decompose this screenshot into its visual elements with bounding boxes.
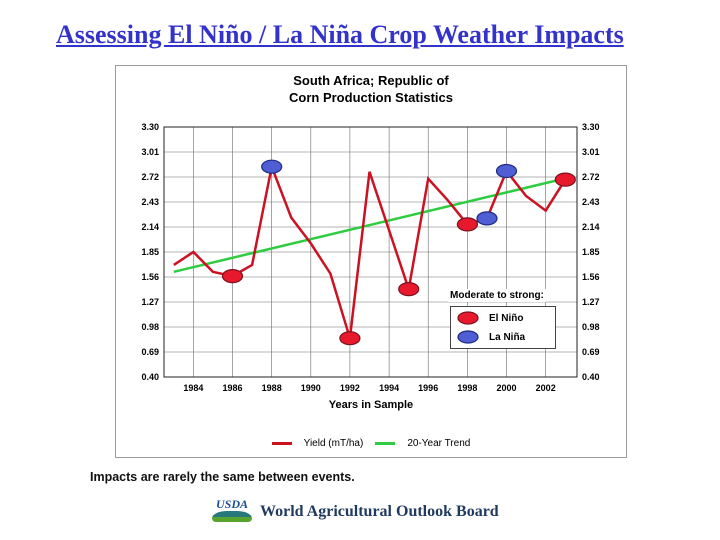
svg-text:2002: 2002: [536, 383, 556, 393]
svg-text:1.27: 1.27: [582, 297, 600, 307]
la-nina-label: La Niña: [489, 331, 526, 343]
organization-name: World Agricultural Outlook Board: [260, 503, 499, 520]
event-legend-box: El Niño La Niña: [450, 306, 556, 349]
svg-text:1992: 1992: [340, 383, 360, 393]
event-legend: Moderate to strong: El Niño La Niña: [448, 285, 556, 349]
usda-logo-swoosh-icon: [212, 511, 252, 522]
caption: Impacts are rarely the same between even…: [90, 470, 355, 484]
svg-text:2000: 2000: [496, 383, 516, 393]
event-legend-header: Moderate to strong:: [448, 289, 546, 302]
svg-text:2.43: 2.43: [141, 197, 159, 207]
svg-text:1.56: 1.56: [141, 272, 159, 282]
chart-title-line1: South Africa; Republic of: [293, 73, 449, 88]
x-axis-title: Years in Sample: [328, 399, 414, 411]
la-nina-marker-icon: [457, 330, 479, 344]
chart: South Africa; Republic of Corn Productio…: [115, 65, 627, 458]
svg-text:1988: 1988: [262, 383, 282, 393]
yield-series-label: Yield (mT/ha): [303, 438, 364, 449]
svg-text:1984: 1984: [183, 383, 203, 393]
svg-text:0.40: 0.40: [582, 372, 600, 382]
slide-title: Assessing El Niño / La Niña Crop Weather…: [56, 20, 624, 49]
svg-text:3.30: 3.30: [141, 122, 159, 132]
el-nino-marker-icon: [457, 311, 479, 325]
svg-text:2.14: 2.14: [582, 222, 600, 232]
svg-text:1986: 1986: [222, 383, 242, 393]
svg-text:2.72: 2.72: [582, 172, 600, 182]
svg-text:1.56: 1.56: [582, 272, 600, 282]
svg-text:2.43: 2.43: [582, 197, 600, 207]
event-legend-row-la-nina: La Niña: [457, 330, 549, 344]
svg-text:2.14: 2.14: [141, 222, 159, 232]
svg-text:0.69: 0.69: [141, 347, 159, 357]
svg-text:0.98: 0.98: [141, 322, 159, 332]
svg-text:3.30: 3.30: [582, 122, 600, 132]
event-legend-row-el-nino: El Niño: [457, 311, 549, 325]
svg-text:1994: 1994: [379, 383, 399, 393]
yield-line-swatch: [271, 442, 292, 445]
el-nino-label: El Niño: [489, 312, 524, 324]
chart-title: South Africa; Republic of Corn Productio…: [116, 73, 626, 107]
usda-logo-text: USDA: [215, 497, 248, 511]
trend-series-label: 20-Year Trend: [407, 438, 471, 449]
chart-title-line2: Corn Production Statistics: [289, 89, 453, 105]
plot-area: 3.30 3.30 3.01 3.01 2.72 2.72 2.43 2.43 2.14 2.14…: [141, 122, 600, 393]
usda-logo: USDA: [212, 498, 252, 526]
svg-text:3.01: 3.01: [141, 147, 159, 157]
svg-text:0.69: 0.69: [582, 347, 600, 357]
svg-text:1.27: 1.27: [141, 297, 159, 307]
svg-text:1.85: 1.85: [582, 247, 600, 257]
svg-text:1.85: 1.85: [141, 247, 159, 257]
svg-text:1996: 1996: [418, 383, 438, 393]
trend-line-swatch: [375, 442, 396, 445]
series-legend: Yield (mT/ha) 20-Year Trend: [116, 438, 626, 449]
svg-text:1990: 1990: [301, 383, 321, 393]
svg-text:3.01: 3.01: [582, 147, 600, 157]
svg-text:2.72: 2.72: [141, 172, 159, 182]
svg-text:1998: 1998: [457, 383, 477, 393]
svg-text:0.40: 0.40: [141, 372, 159, 382]
svg-text:0.98: 0.98: [582, 322, 600, 332]
